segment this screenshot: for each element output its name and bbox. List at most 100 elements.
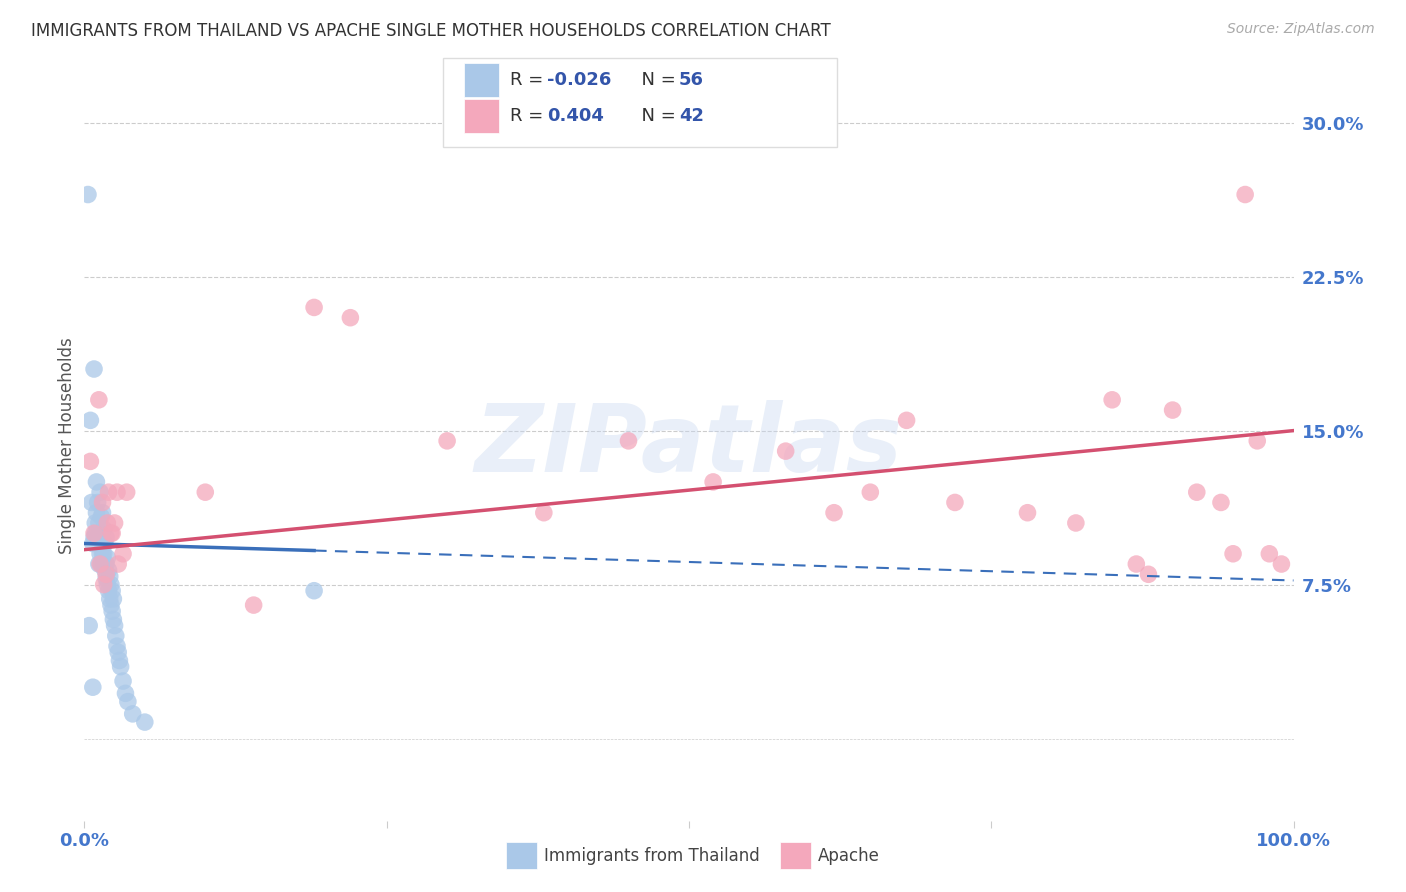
Point xyxy=(1017,506,1039,520)
Point xyxy=(97,563,120,577)
Text: Apache: Apache xyxy=(818,847,880,865)
Point xyxy=(91,547,114,561)
Point xyxy=(101,526,124,541)
Point xyxy=(1246,434,1268,448)
Point xyxy=(91,495,114,509)
Text: 0.404: 0.404 xyxy=(547,107,603,125)
Point xyxy=(107,645,129,659)
Point xyxy=(436,434,458,448)
Point xyxy=(79,454,101,468)
Point xyxy=(1234,187,1257,202)
Point xyxy=(83,526,105,541)
Point xyxy=(110,659,132,673)
Point xyxy=(90,509,112,524)
Point xyxy=(101,583,124,598)
Point xyxy=(77,618,100,632)
Point xyxy=(86,495,108,509)
Point xyxy=(94,571,117,585)
Text: R =: R = xyxy=(510,107,550,125)
Point xyxy=(302,301,325,315)
Point xyxy=(94,557,117,571)
Point xyxy=(1209,495,1232,509)
Point xyxy=(896,413,918,427)
Point xyxy=(96,550,118,565)
Point xyxy=(105,485,128,500)
Point xyxy=(302,583,325,598)
Point xyxy=(104,618,127,632)
Point xyxy=(107,557,129,571)
Y-axis label: Single Mother Households: Single Mother Households xyxy=(58,338,76,554)
Point xyxy=(89,557,111,571)
Point xyxy=(89,485,111,500)
Point xyxy=(134,715,156,730)
Point xyxy=(1258,547,1281,561)
Point xyxy=(112,674,135,689)
Point xyxy=(101,604,124,618)
Point xyxy=(93,547,115,561)
Point xyxy=(97,485,120,500)
Point xyxy=(859,485,882,500)
Point xyxy=(91,506,114,520)
Point xyxy=(87,516,110,530)
Point xyxy=(77,187,100,202)
Point xyxy=(90,557,112,571)
Point xyxy=(100,577,122,591)
Point xyxy=(114,686,136,700)
Point xyxy=(1064,516,1087,530)
Point xyxy=(775,444,797,458)
Text: N =: N = xyxy=(630,71,682,89)
Point xyxy=(93,557,115,571)
Point xyxy=(115,485,138,500)
Point xyxy=(105,639,128,653)
Point xyxy=(242,598,264,612)
Point xyxy=(533,506,555,520)
Point xyxy=(108,653,131,667)
Text: Immigrants from Thailand: Immigrants from Thailand xyxy=(544,847,759,865)
Point xyxy=(1185,485,1208,500)
Point xyxy=(1161,403,1184,417)
Point xyxy=(823,506,845,520)
Text: ZIPatlas: ZIPatlas xyxy=(475,400,903,492)
Point xyxy=(702,475,724,489)
Point xyxy=(121,706,143,721)
Point xyxy=(93,577,115,591)
Text: 42: 42 xyxy=(679,107,704,125)
Text: 56: 56 xyxy=(679,71,704,89)
Point xyxy=(100,598,122,612)
Point xyxy=(112,547,135,561)
Point xyxy=(87,392,110,407)
Point xyxy=(1222,547,1244,561)
Point xyxy=(103,591,125,606)
Point xyxy=(91,536,114,550)
Point xyxy=(94,530,117,544)
Point xyxy=(84,516,107,530)
Point xyxy=(117,695,139,709)
Point xyxy=(100,526,122,541)
Point xyxy=(1125,557,1147,571)
Point xyxy=(83,362,105,376)
Point xyxy=(86,530,108,544)
Point xyxy=(1137,567,1160,582)
Point xyxy=(96,577,118,591)
Point xyxy=(339,310,361,325)
Text: Source: ZipAtlas.com: Source: ZipAtlas.com xyxy=(1227,22,1375,37)
Point xyxy=(79,413,101,427)
Point xyxy=(104,629,127,643)
Point xyxy=(104,516,127,530)
Point xyxy=(94,536,117,550)
Point xyxy=(943,495,966,509)
Point xyxy=(86,475,108,489)
Point xyxy=(93,522,115,536)
Point xyxy=(86,506,108,520)
Point xyxy=(1101,392,1123,407)
Point xyxy=(617,434,640,448)
Point xyxy=(98,569,121,583)
Point xyxy=(94,567,117,582)
Point xyxy=(94,563,117,577)
Text: IMMIGRANTS FROM THAILAND VS APACHE SINGLE MOTHER HOUSEHOLDS CORRELATION CHART: IMMIGRANTS FROM THAILAND VS APACHE SINGL… xyxy=(31,22,831,40)
Point xyxy=(103,612,125,626)
Point xyxy=(82,680,104,694)
Text: N =: N = xyxy=(630,107,682,125)
Point xyxy=(97,583,120,598)
Point xyxy=(96,516,118,530)
